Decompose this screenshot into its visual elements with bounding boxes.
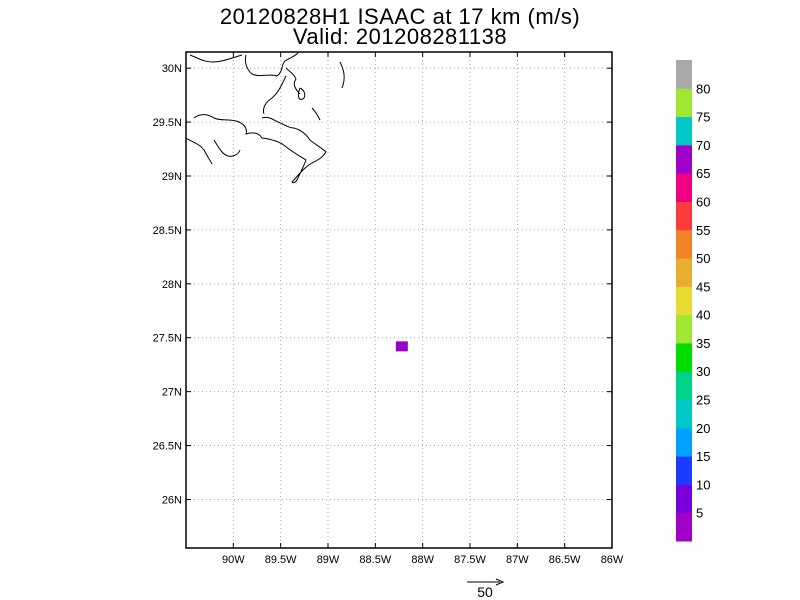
coastline-inlet <box>297 87 306 101</box>
latitude-tick-label: 29N <box>162 171 182 183</box>
colorbar-label: 80 <box>696 81 710 96</box>
latitude-tick-label: 28.5N <box>153 225 182 237</box>
colorbar-label: 30 <box>696 364 710 379</box>
colorbar-swatch <box>676 456 692 485</box>
colorbar-swatch <box>676 512 692 542</box>
latitude-tick-label: 30N <box>162 63 182 75</box>
latitude-tick-label: 28N <box>162 279 182 291</box>
coastline-islet <box>311 107 321 121</box>
colorbar-label: 75 <box>696 110 710 125</box>
colorbar-swatch <box>676 342 692 372</box>
colorbar-swatch <box>676 484 692 514</box>
colorbar-swatch <box>676 286 692 316</box>
colorbar-label: 20 <box>696 421 710 436</box>
colorbar-label: 5 <box>696 506 703 521</box>
coastline-south-bay <box>213 139 241 157</box>
colorbar-label: 65 <box>696 166 710 181</box>
longitude-tick-label: 89.5W <box>265 554 297 566</box>
colorbar-swatch <box>676 116 692 146</box>
coastline-north <box>189 54 243 63</box>
longitude-tick-label: 87W <box>506 554 529 566</box>
colorbar-label: 25 <box>696 393 710 408</box>
colorbar-label: 55 <box>696 223 710 238</box>
wind-speed-cell <box>395 341 408 352</box>
longitude-tick-label: 86.5W <box>549 554 581 566</box>
colorbar-label: 35 <box>696 336 710 351</box>
longitude-tick-label: 88.5W <box>359 554 391 566</box>
colorbar-label: 15 <box>696 449 710 464</box>
latitude-tick-label: 27.5N <box>153 333 182 345</box>
gridlines <box>186 52 613 548</box>
colorbar-label: 45 <box>696 279 710 294</box>
coastline-west <box>186 137 213 165</box>
colorbar-label: 70 <box>696 138 710 153</box>
colorbar-swatch <box>676 258 692 287</box>
longitude-tick-label: 86W <box>601 554 624 566</box>
vector-scale-label: 50 <box>477 584 493 600</box>
latitude-tick-label: 26.5N <box>153 441 182 453</box>
plot-frame <box>185 51 613 549</box>
coastline-sound <box>263 75 287 115</box>
coastline <box>186 52 345 184</box>
coastline-east <box>339 61 345 89</box>
coastline-delta <box>193 114 327 184</box>
colorbar-swatch <box>676 371 692 401</box>
colorbar-swatch <box>676 173 692 202</box>
latitude-tick-label: 26N <box>162 494 182 506</box>
coastline-peninsula <box>244 52 299 77</box>
colorbar <box>676 60 692 542</box>
colorbar-swatch <box>676 144 692 174</box>
longitude-labels: 90W 89.5W 89W 88.5W 88W 87.5W 87W 86.5W 86W <box>222 554 624 566</box>
colorbar-swatch <box>676 201 692 231</box>
colorbar-swatch <box>676 229 692 259</box>
colorbar-swatch <box>676 427 692 457</box>
colorbar-swatch <box>676 88 692 118</box>
colorbar-swatch <box>676 60 692 89</box>
longitude-tick-label: 90W <box>222 554 245 566</box>
latitude-tick-label: 29.5N <box>153 117 182 129</box>
colorbar-label: 10 <box>696 477 710 492</box>
vector-scale-arrowhead <box>495 578 505 586</box>
axis-ticks <box>186 52 613 548</box>
longitude-tick-label: 89W <box>317 554 340 566</box>
colorbar-swatch <box>676 399 692 429</box>
longitude-tick-label: 87.5W <box>454 554 486 566</box>
longitude-tick-label: 88W <box>411 554 434 566</box>
colorbar-labels: 5 10 15 20 25 30 35 40 45 50 55 60 65 70 75 80 <box>696 81 710 520</box>
vector-scale: 50 <box>467 578 505 600</box>
colorbar-label: 50 <box>696 251 710 266</box>
latitude-tick-label: 27N <box>162 387 182 399</box>
plot-title: 20120828H1 ISAAC at 17 km (m/s) <box>219 4 581 29</box>
plot-valid-time: Valid: 201208281138 <box>292 24 508 49</box>
colorbar-label: 40 <box>696 308 710 323</box>
latitude-labels: 30N 29.5N 29N 28.5N 28N 27.5N 27N 26.5N 26N <box>153 63 182 506</box>
colorbar-swatch <box>676 314 692 344</box>
colorbar-label: 60 <box>696 194 710 209</box>
coastline-bay <box>285 67 301 95</box>
